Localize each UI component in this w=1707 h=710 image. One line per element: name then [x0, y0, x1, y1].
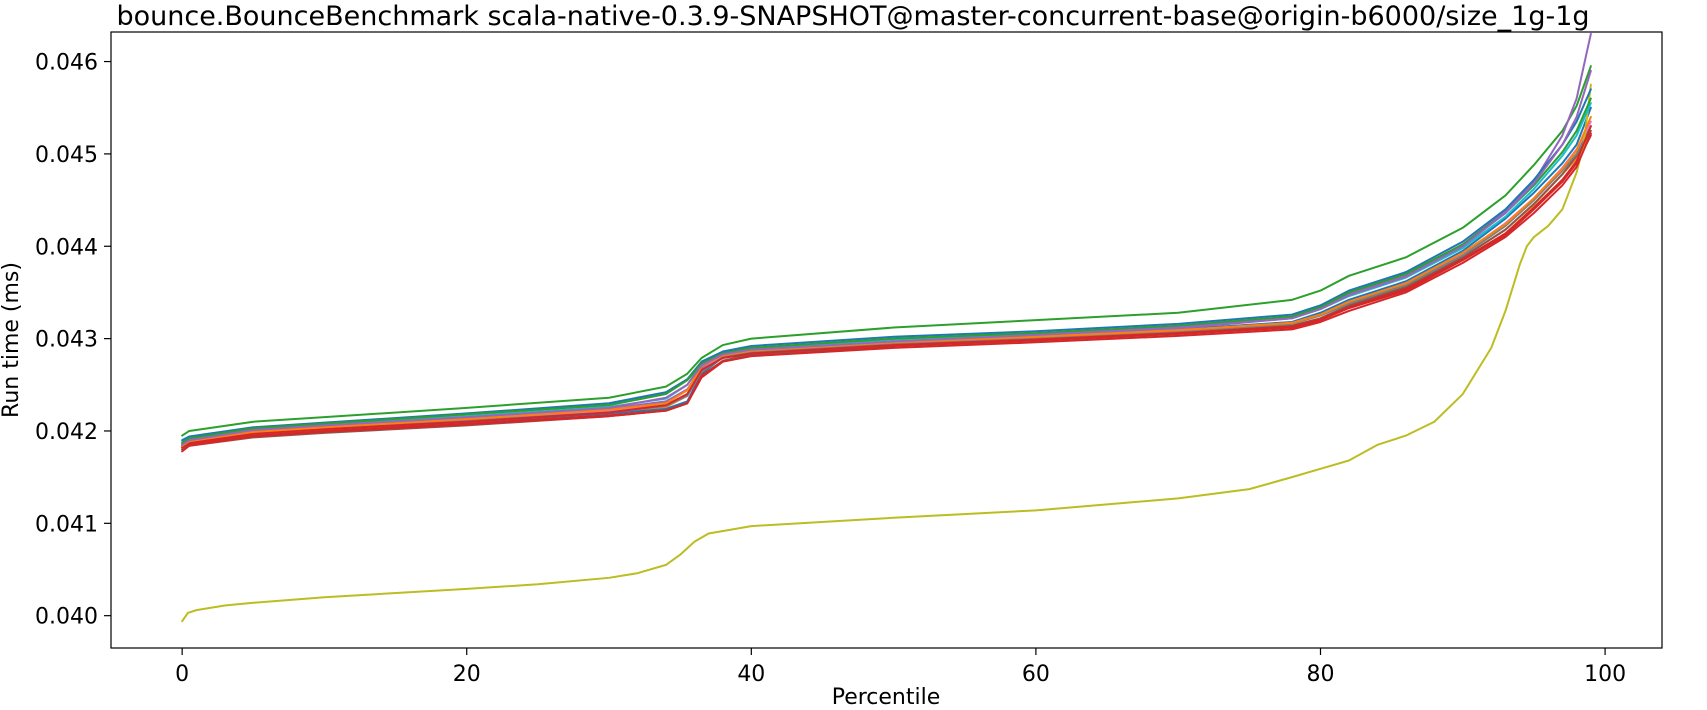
- x-tick-label: 60: [1022, 662, 1050, 687]
- series-line-16: [181, 132, 1592, 453]
- y-tick-label: 0.046: [35, 51, 98, 76]
- plot-frame: [110, 31, 1663, 649]
- series-line-11: [181, 88, 1592, 442]
- series-line-10: [181, 102, 1592, 444]
- series-line-3: [181, 65, 1592, 437]
- series-line-14: [181, 115, 1592, 447]
- y-tick-label: 0.042: [35, 420, 98, 445]
- series-line-13: [181, 125, 1592, 449]
- series-line-15: [181, 69, 1592, 446]
- y-tick-label: 0.040: [35, 605, 98, 630]
- x-tick-label: 40: [737, 662, 765, 687]
- x-tick-label: 100: [1584, 662, 1626, 687]
- x-axis: 0 20 40 60 80 100: [175, 648, 1626, 687]
- series-line-1: [181, 106, 1592, 448]
- x-tick-label: 0: [175, 662, 189, 687]
- y-tick-label: 0.044: [35, 235, 98, 260]
- series-line-5: [181, 32, 1592, 445]
- series-layer: [181, 32, 1592, 623]
- series-line-9: [181, 83, 1592, 623]
- y-tick-label: 0.045: [35, 143, 98, 168]
- y-axis: 0.040 0.041 0.042 0.043 0.044 0.045 0.046: [35, 51, 111, 630]
- y-tick-label: 0.043: [35, 328, 98, 353]
- x-tick-label: 20: [453, 662, 481, 687]
- series-line-12: [181, 97, 1592, 444]
- x-tick-label: 80: [1306, 662, 1334, 687]
- chart-title: bounce.BounceBenchmark scala-native-0.3.…: [116, 1, 1589, 32]
- y-axis-label: Run time (ms): [0, 262, 24, 418]
- y-tick-label: 0.041: [35, 512, 98, 537]
- x-axis-label: Percentile: [832, 685, 941, 710]
